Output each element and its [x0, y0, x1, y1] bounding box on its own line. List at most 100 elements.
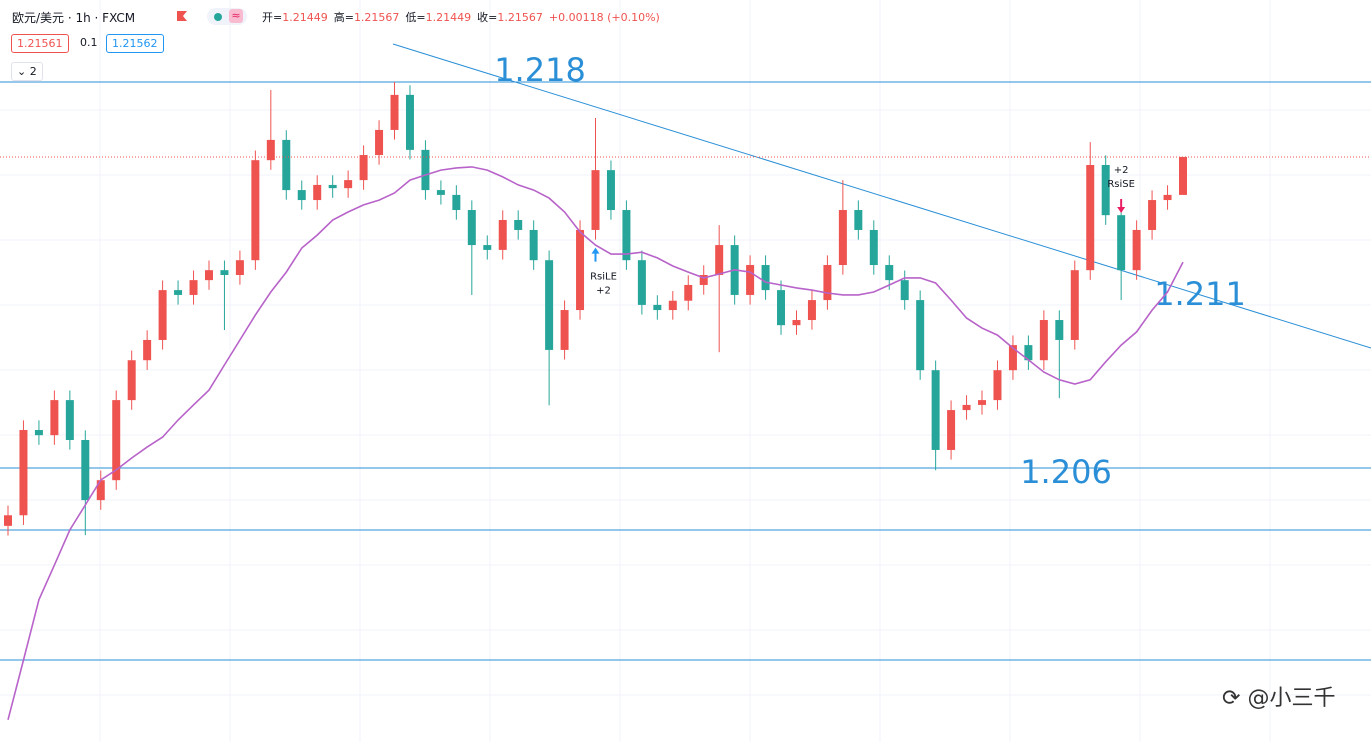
candle-body: [699, 274, 708, 285]
candle-body: [761, 265, 770, 291]
candle-body: [838, 210, 847, 266]
candle-body: [529, 229, 538, 261]
moving-average: [7, 166, 1184, 721]
candle-body: [498, 219, 507, 250]
candle-body: [220, 270, 229, 275]
watermark: ⟳ @小三千: [1222, 686, 1336, 711]
ohlc-value: 1.21449: [282, 11, 328, 24]
candle-body: [854, 210, 863, 230]
candle-body: [591, 170, 600, 230]
candle-body: [328, 184, 337, 189]
candle-body: [746, 265, 755, 295]
candle-body: [792, 320, 801, 326]
candle-body: [405, 94, 414, 150]
candle-body: [560, 310, 569, 350]
candle-body: [266, 139, 275, 161]
candle-body: [189, 280, 198, 295]
signal-label: RsiSE: [1107, 179, 1135, 190]
candle-body: [1070, 270, 1079, 340]
candle-body: [514, 219, 523, 230]
candle-body: [1039, 320, 1048, 361]
watermark-text: @小三千: [1247, 686, 1336, 711]
candle-body: [375, 129, 384, 156]
candle-body: [885, 265, 894, 281]
buy-button[interactable]: 1.21562: [106, 34, 164, 53]
candle-body: [235, 260, 244, 275]
candle-body: [931, 370, 940, 450]
candle-body: [1179, 156, 1187, 195]
candle-body: [1024, 345, 1033, 361]
level-label: 1.218: [494, 51, 586, 89]
candle-body: [34, 430, 43, 436]
candle-body: [96, 480, 105, 501]
trendline-label: 1.211: [1154, 275, 1246, 313]
candle-body: [1008, 345, 1017, 371]
status-pill: ≈: [207, 8, 247, 25]
candle-body: [684, 284, 693, 301]
indicators-toggle[interactable]: ⌄ 2: [11, 62, 43, 81]
candle-body: [1148, 200, 1157, 230]
sell-arrow: [1117, 199, 1126, 213]
candle-body: [637, 260, 646, 305]
buy-arrow: [591, 247, 600, 262]
flag-icon: [177, 11, 187, 21]
ohlc-legend: 开=1.21449 高=1.21567 低=1.21449 收=1.21567 +0.0…: [262, 9, 660, 25]
candle-body: [576, 229, 585, 311]
candle-body: [807, 300, 816, 321]
candle-body: [1086, 164, 1095, 271]
candle-body: [483, 245, 492, 250]
candle-body: [421, 149, 430, 191]
ohlc-key: 低=: [405, 11, 426, 24]
candle-body: [869, 229, 878, 266]
candle-body: [916, 300, 925, 371]
ohlc-change: +0.00118 (+0.10%): [548, 11, 660, 24]
candle-body: [81, 439, 90, 501]
indicator-count: 2: [29, 65, 37, 78]
candle-body: [1163, 194, 1172, 201]
candle-body: [1132, 229, 1141, 271]
symbol[interactable]: 欧元/美元 · 1h · FXCM: [12, 11, 136, 25]
level-label: 1.206: [1020, 453, 1112, 491]
candle-body: [1101, 164, 1110, 216]
candle-body: [436, 190, 445, 195]
ohlc-key: 高=: [333, 11, 354, 24]
candle-body: [127, 360, 136, 401]
candle-body: [777, 290, 786, 326]
candle-body: [297, 190, 306, 201]
signal-qty: +2: [596, 286, 611, 297]
candle-body: [452, 194, 461, 211]
candle-body: [65, 400, 74, 440]
candle-body: [282, 139, 291, 191]
candle-body: [715, 245, 724, 275]
candle-body: [174, 290, 183, 295]
candle-body: [143, 339, 152, 361]
candle-body: [962, 404, 971, 411]
candle-body: [467, 210, 476, 246]
candle-body: [668, 300, 677, 311]
candle-body: [204, 270, 213, 281]
ohlc-value: 1.21567: [497, 11, 543, 24]
ohlc-value: 1.21567: [353, 11, 400, 24]
candle-body: [344, 180, 353, 189]
candle-body: [1117, 215, 1126, 271]
spread: 0.1: [80, 36, 98, 49]
candle-body: [19, 430, 28, 516]
candle-body: [993, 370, 1002, 401]
candle-body: [390, 94, 399, 130]
candle-body: [359, 155, 368, 181]
candle-body: [4, 515, 12, 526]
ohlc-value: 1.21449: [425, 11, 472, 24]
sell-button[interactable]: 1.21561: [11, 34, 69, 53]
candle-body: [947, 410, 956, 450]
ohlc-key: 收=: [477, 11, 498, 24]
candle-body: [978, 400, 987, 405]
candle-body: [900, 280, 909, 301]
candle-body: [545, 260, 554, 350]
candle-body: [50, 400, 59, 436]
candle-body: [158, 290, 167, 340]
candle-body: [251, 160, 260, 261]
candle-body: [606, 170, 615, 211]
